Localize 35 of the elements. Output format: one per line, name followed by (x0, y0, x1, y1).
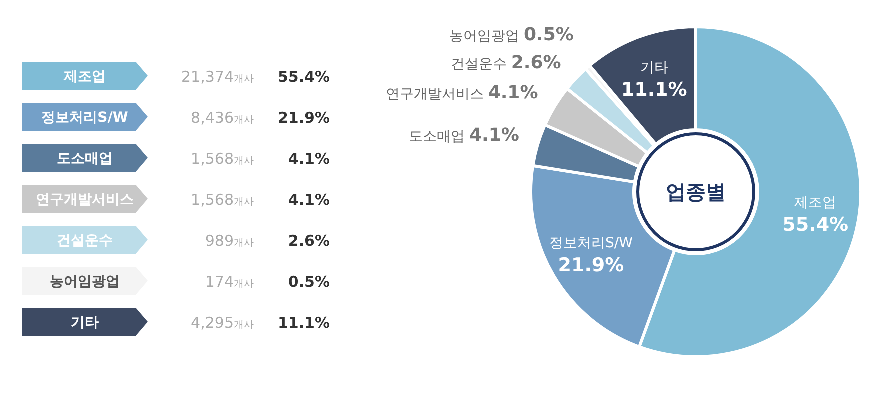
text: 기타 (71, 315, 99, 331)
text: 1,568개사 (191, 150, 254, 168)
slice-label: 기타 (640, 60, 668, 76)
slice-label: 제조업 (794, 195, 837, 212)
text: 55.4% (278, 68, 330, 86)
slice-label: 건설운수 (450, 56, 512, 72)
text: 정보처리S/W (42, 110, 128, 126)
slice-label: 도소매업 (409, 128, 470, 145)
text: 11.1% (278, 314, 330, 332)
data-label: 2.6% (511, 52, 562, 74)
text: 989개사 (205, 232, 254, 250)
text: 21,374개사 (182, 68, 254, 86)
text: 농어임광업 (50, 274, 120, 290)
text: 업종별 (666, 180, 726, 204)
text: 제조업 (63, 69, 106, 85)
slice-label: 정보처리S/W (550, 236, 634, 252)
text: 174개사 (205, 273, 254, 291)
data-label: 4.1% (488, 82, 538, 104)
text: 2.6% (288, 232, 330, 250)
text: 4.1% (288, 191, 330, 209)
text: 도소매업 (57, 151, 113, 167)
data-label: 0.5% (524, 24, 574, 46)
data-label: 11.1% (621, 78, 688, 101)
text: 8,436개사 (191, 109, 254, 127)
data-label: 21.9% (558, 254, 624, 277)
slice-label: 연구개발서비스 (386, 86, 488, 102)
text: 4,295개사 (191, 314, 254, 332)
text: 21.9% (278, 109, 330, 127)
text: 1,568개사 (191, 191, 254, 209)
slice-label: 농어임광업 (450, 28, 524, 44)
data-label: 4.1% (470, 124, 520, 146)
text: 0.5% (288, 273, 330, 291)
text: 4.1% (288, 150, 330, 168)
text: 건설운수 (57, 233, 113, 249)
data-label: 55.4% (782, 214, 849, 236)
